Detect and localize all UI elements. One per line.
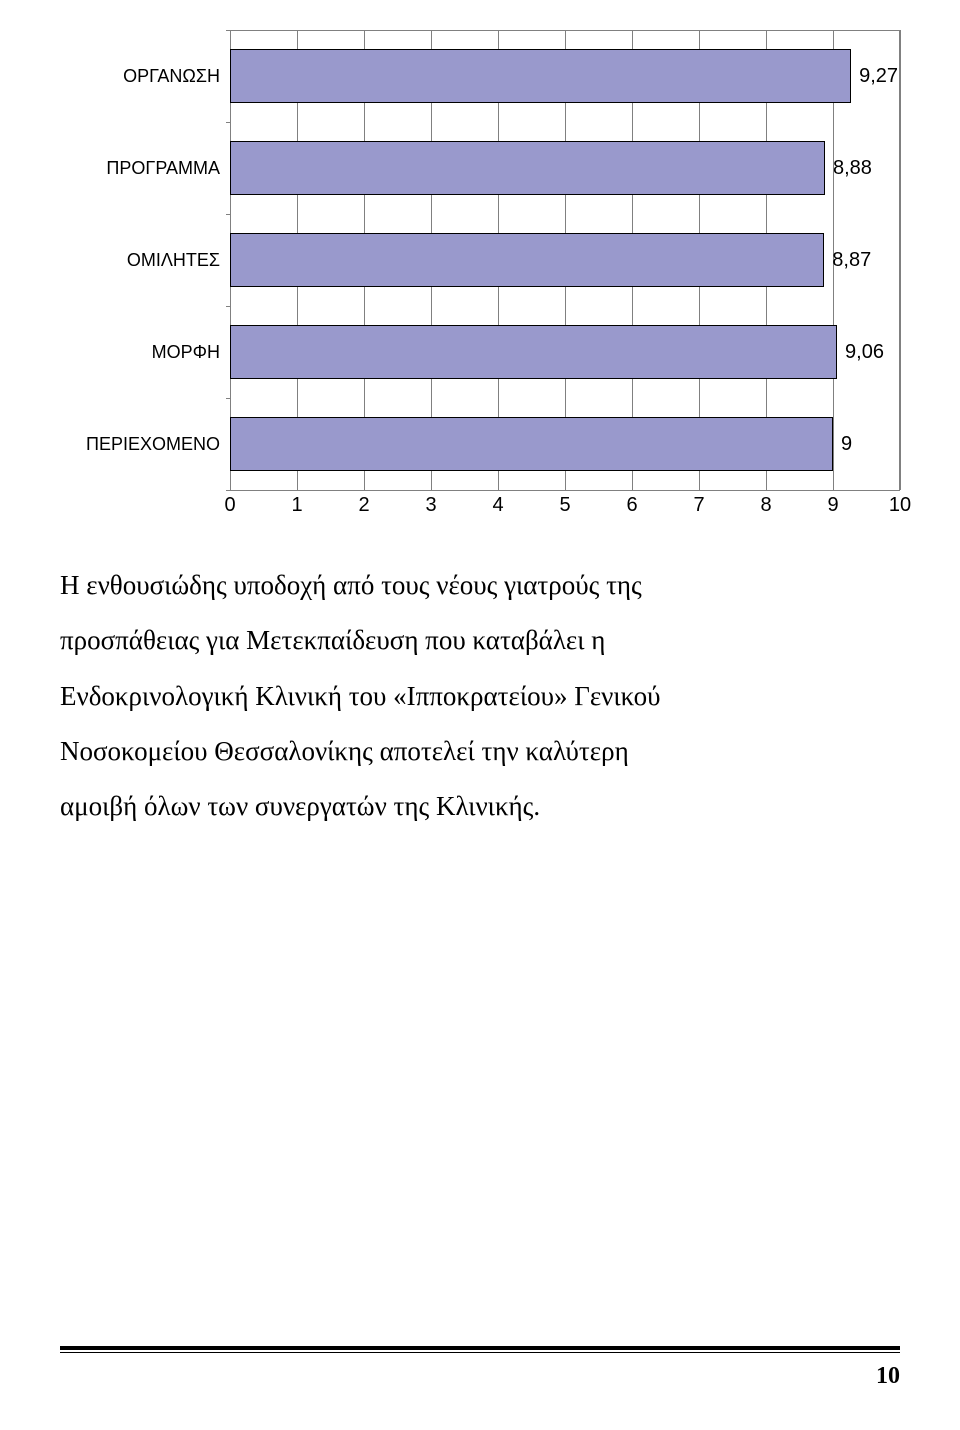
category-label: ΠΡΟΓΡΑΜΜΑ: [60, 158, 230, 179]
value-label: 8,88: [833, 157, 872, 180]
x-tick-label: 3: [425, 494, 436, 517]
x-tick-label: 7: [693, 494, 704, 517]
value-label: 9,27: [859, 65, 898, 88]
x-tick-label: 10: [889, 494, 911, 517]
x-tick-label: 1: [291, 494, 302, 517]
rating-bar-chart: ΟΡΓΑΝΩΣΗ 9,27 ΠΡΟΓΡΑΜΜΑ 8,88 ΟΜΙΛΗΤΕΣ 8,87 ΜΟΡ…: [60, 30, 900, 518]
chart-row: ΟΡΓΑΝΩΣΗ 9,27: [60, 30, 900, 122]
x-tick-label: 6: [626, 494, 637, 517]
para-line-1: Η ενθουσιώδης υποδοχή από τους νέους για…: [60, 558, 900, 613]
bar: [230, 325, 837, 379]
chart-row: ΟΜΙΛΗΤΕΣ 8,87: [60, 214, 900, 306]
para-line-4: Νοσοκομείου Θεσσαλονίκης αποτελεί την κα…: [60, 724, 900, 779]
category-label: ΜΟΡΦΗ: [60, 342, 230, 363]
bar: [230, 49, 851, 103]
x-tick-label: 0: [224, 494, 235, 517]
value-label: 9,06: [845, 341, 884, 364]
bar-area: 8,87: [230, 214, 900, 306]
para-line-3: Ενδοκρινολογική Κλινική του «Ιπποκρατείο…: [60, 669, 900, 724]
chart-row: ΠΕΡΙΕΧΟΜΕΝΟ 9: [60, 398, 900, 490]
footer-rule: [60, 1346, 900, 1350]
category-label: ΟΡΓΑΝΩΣΗ: [60, 66, 230, 87]
value-label: 8,87: [832, 249, 871, 272]
x-tick-label: 9: [827, 494, 838, 517]
page-number: 10: [876, 1363, 900, 1390]
x-tick-label: 4: [492, 494, 503, 517]
category-label: ΠΕΡΙΕΧΟΜΕΝΟ: [60, 434, 230, 455]
bar-area: 9: [230, 398, 900, 490]
category-label: ΟΜΙΛΗΤΕΣ: [60, 250, 230, 271]
bar-area: 8,88: [230, 122, 900, 214]
bar-area: 9,06: [230, 306, 900, 398]
bar: [230, 141, 825, 195]
para-line-5: αμοιβή όλων των συνεργατών της Κλινικής.: [60, 779, 900, 834]
x-tick-label: 2: [358, 494, 369, 517]
x-tick-label: 5: [559, 494, 570, 517]
value-label: 9: [841, 433, 852, 456]
para-line-2: προσπάθειας για Μετεκπαίδευση που καταβά…: [60, 613, 900, 668]
x-tick-label: 8: [760, 494, 771, 517]
chart-row: ΠΡΟΓΡΑΜΜΑ 8,88: [60, 122, 900, 214]
bar: [230, 233, 824, 287]
chart-row: ΜΟΡΦΗ 9,06: [60, 306, 900, 398]
bar-area: 9,27: [230, 30, 900, 122]
bar: [230, 417, 833, 471]
body-paragraph: Η ενθουσιώδης υποδοχή από τους νέους για…: [60, 558, 900, 835]
